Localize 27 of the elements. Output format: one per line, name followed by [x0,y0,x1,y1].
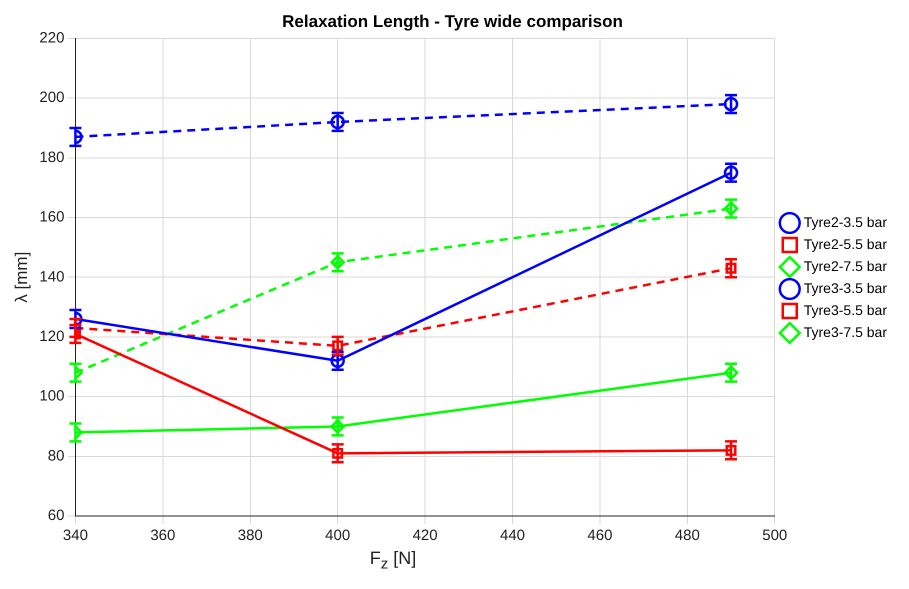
x-tick-label: 340 [62,527,88,544]
y-axis-title: λ [mm] [12,252,31,303]
legend-label: Tyre3-5.5 bar [804,302,888,318]
y-tick-label: 160 [39,208,64,226]
x-tick-label: 500 [762,527,788,544]
legend-label: Tyre2-5.5 bar [804,236,888,252]
y-tick-label: 120 [39,328,64,346]
x-tick-label: 420 [412,527,438,544]
x-tick-label: 460 [587,527,612,544]
legend-label: Tyre2-7.5 bar [804,258,888,274]
y-tick-label: 100 [39,388,64,405]
x-tick-label: 360 [150,527,176,544]
x-tick-label: 440 [500,527,526,544]
x-tick-label: 380 [238,527,263,544]
x-axis-title: F$_{z}$ [N] [368,548,418,573]
y-tick-label: 180 [39,148,64,166]
y-tick-label: 140 [39,268,64,286]
legend-label: Tyre2-3.5 bar [804,214,888,230]
legend-label: Tyre3-3.5 bar [804,280,888,296]
y-tick-label: 80 [48,447,64,464]
y-tick-label: 200 [39,89,64,106]
x-tick-label: 480 [674,527,700,544]
legend-label: Tyre3-7.5 bar [804,324,888,340]
y-tick-label: 220 [39,30,64,47]
y-tick-label: 60 [48,507,64,524]
x-tick-label: 400 [325,527,350,544]
chart-title: Relaxation Length - Tyre wide comparison [282,12,623,31]
